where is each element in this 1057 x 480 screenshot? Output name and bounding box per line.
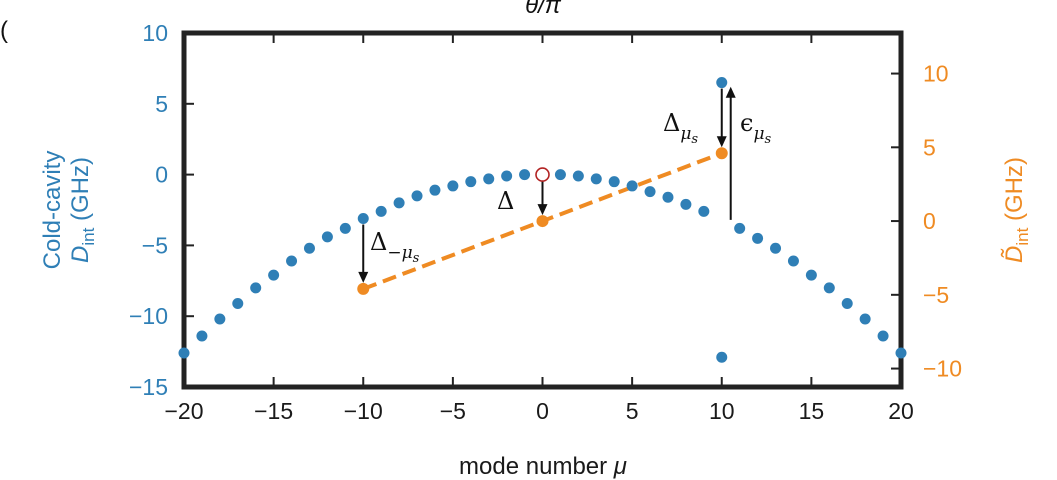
arrow-delta-head xyxy=(537,204,548,216)
blue-point xyxy=(303,242,315,254)
y-left-tick-label: 0 xyxy=(155,162,168,188)
blue-point xyxy=(196,330,208,342)
label-epsilon-mus: ϵμs xyxy=(740,109,772,147)
y-left-tick-label: −5 xyxy=(142,232,168,258)
y-right-axis-label: D̃int (GHz) xyxy=(1001,157,1032,263)
hollow-point xyxy=(535,167,550,182)
x-tick-label: 15 xyxy=(799,398,825,424)
label-delta-minus-mus: Δ−μs xyxy=(370,228,420,266)
blue-point xyxy=(770,242,782,254)
x-tick-label: −20 xyxy=(164,398,203,424)
blue-point xyxy=(465,176,477,188)
y-left-tick-label: 5 xyxy=(155,91,168,117)
orange-point xyxy=(715,147,728,160)
label-delta: Δ xyxy=(497,187,514,215)
blue-point xyxy=(411,190,423,202)
x-tick-label: 0 xyxy=(536,398,549,424)
arrow-delta-minus-mus-head xyxy=(358,271,369,283)
blue-point xyxy=(286,255,298,267)
blue-point xyxy=(662,191,674,203)
x-tick-label: −15 xyxy=(254,398,293,424)
blue-point xyxy=(823,282,835,294)
y-right-label-text: D̃int (GHz) xyxy=(1001,157,1032,263)
arrow-delta-mus-head xyxy=(716,136,727,148)
blue-point xyxy=(554,169,566,181)
y-left-tick-label: −10 xyxy=(129,303,168,329)
x-tick-label: 10 xyxy=(709,398,735,424)
y-right-tick-label: 0 xyxy=(923,208,936,234)
blue-point xyxy=(447,180,459,192)
blue-point xyxy=(859,313,871,325)
label-delta-mus: Δμs xyxy=(663,109,698,147)
blue-point xyxy=(483,173,495,185)
blue-point xyxy=(877,330,889,342)
top-label: θ/π xyxy=(525,0,562,19)
blue-point xyxy=(375,205,387,217)
blue-point xyxy=(268,269,280,281)
blue-point xyxy=(339,222,351,234)
blue-point xyxy=(393,197,405,209)
blue-point xyxy=(680,198,692,210)
y-right-tick-label: −10 xyxy=(923,356,962,382)
blue-point xyxy=(429,184,441,196)
blue-point xyxy=(895,347,907,359)
blue-point xyxy=(716,351,728,363)
y-left-axis-label: Cold-cavity Dint (GHz) xyxy=(39,151,98,270)
blue-point xyxy=(232,297,244,309)
y-left-tick-label: 10 xyxy=(142,20,168,46)
orange-point xyxy=(536,215,549,228)
blue-point xyxy=(752,232,764,244)
x-tick-label: −5 xyxy=(440,398,466,424)
blue-point xyxy=(805,269,817,281)
y-right-tick-label: 5 xyxy=(923,134,936,160)
x-tick-label: 5 xyxy=(626,398,639,424)
blue-point xyxy=(572,170,584,182)
blue-point xyxy=(590,173,602,185)
blue-point xyxy=(716,77,728,89)
blue-point xyxy=(608,176,620,188)
y-left-label-line2: Dint (GHz) xyxy=(67,157,98,263)
orange-point xyxy=(357,282,370,295)
blue-point xyxy=(501,170,513,182)
y-left-tick-label: −15 xyxy=(129,374,168,400)
blue-point xyxy=(734,222,746,234)
blue-point xyxy=(644,186,656,198)
y-left-label-line1: Cold-cavity xyxy=(39,151,66,270)
blue-point xyxy=(626,180,638,192)
x-tick-label: 20 xyxy=(888,398,914,424)
blue-point xyxy=(250,282,262,294)
marks-group xyxy=(178,77,907,363)
arrow-epsilon-mus-head xyxy=(725,86,736,98)
x-tick-label: −10 xyxy=(344,398,383,424)
blue-point xyxy=(698,205,710,217)
blue-point xyxy=(519,169,531,181)
corner-label: ( xyxy=(0,17,8,44)
blue-point xyxy=(787,255,799,267)
blue-point xyxy=(178,347,190,359)
blue-point xyxy=(357,212,369,224)
blue-point xyxy=(321,231,333,243)
x-axis-label: mode number μ xyxy=(459,453,627,480)
y-right-tick-label: −5 xyxy=(923,282,949,308)
y-right-tick-label: 10 xyxy=(923,61,949,87)
blue-point xyxy=(841,297,853,309)
blue-point xyxy=(214,313,226,325)
